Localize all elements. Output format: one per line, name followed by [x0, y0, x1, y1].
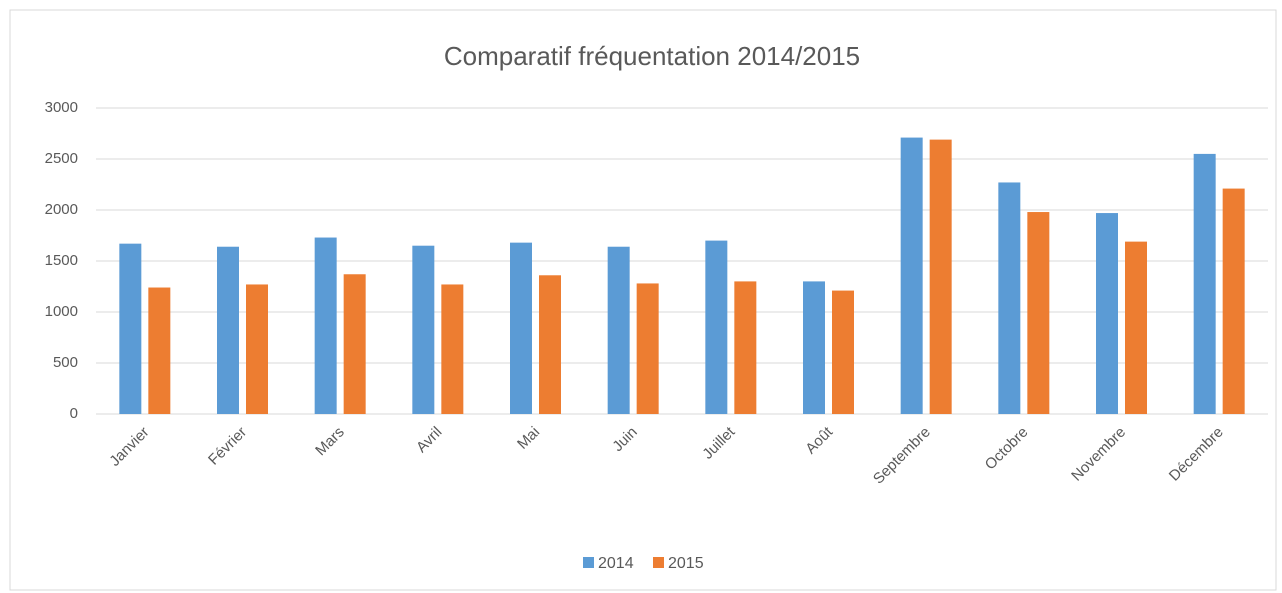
bar — [1125, 241, 1147, 414]
legend-swatch — [653, 557, 664, 568]
bar — [510, 242, 532, 414]
y-tick-label: 1000 — [45, 303, 78, 320]
bar — [607, 246, 630, 414]
bar — [900, 137, 923, 414]
bar — [998, 182, 1021, 414]
bar — [441, 284, 464, 414]
bar — [343, 274, 366, 414]
bar — [119, 243, 142, 414]
bar — [539, 275, 561, 414]
legend-label: 2014 — [598, 555, 634, 572]
bar — [412, 245, 435, 414]
y-tick-label: 3000 — [45, 99, 78, 116]
bar — [314, 237, 337, 414]
bar — [217, 246, 239, 414]
bar — [929, 139, 952, 414]
legend-swatch — [583, 557, 594, 568]
y-tick-label: 2500 — [45, 150, 78, 167]
y-tick-label: 1500 — [45, 252, 78, 269]
bar — [1193, 153, 1216, 414]
bar — [734, 281, 757, 414]
bar — [148, 287, 171, 414]
bar — [832, 290, 854, 414]
legend-label: 2015 — [668, 555, 704, 572]
bar — [246, 284, 268, 414]
y-tick-label: 2000 — [45, 201, 78, 218]
bar — [636, 283, 659, 414]
bar — [1096, 213, 1118, 414]
chart-title: Comparatif fréquentation 2014/2015 — [444, 41, 860, 71]
bar — [1027, 212, 1050, 414]
y-tick-label: 500 — [53, 354, 78, 371]
y-tick-label: 0 — [70, 405, 78, 422]
bar — [1222, 188, 1245, 414]
bar — [705, 240, 728, 414]
bar — [803, 281, 825, 414]
